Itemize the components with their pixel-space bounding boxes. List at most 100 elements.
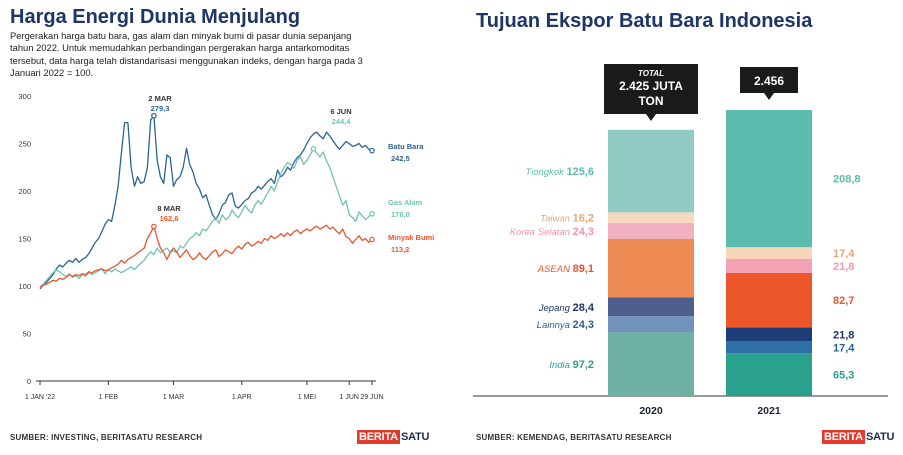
x-tick-label: 1 JAN '22 (25, 394, 55, 401)
annotation-value: 162,6 (160, 214, 179, 223)
annotation-value: 244,4 (332, 117, 352, 126)
segment-value-2021: 208,8 (833, 174, 861, 186)
logo-part-1: BERITA (822, 430, 865, 444)
x-tick-label: 1 APR (232, 394, 252, 401)
x-tick-label: 1 MAR (163, 394, 184, 401)
bar-segment-lainnya-2021 (726, 341, 812, 354)
segment-label-2020: Taiwan 16,2 (540, 213, 594, 225)
logo-part-2: SATU (865, 431, 895, 443)
segment-name: India (549, 360, 572, 371)
segment-value-2021: 17,4 (833, 342, 855, 354)
segment-value: 28,4 (573, 302, 595, 314)
bar-segment-jepang-2021 (726, 327, 812, 342)
y-tick-label: 100 (18, 282, 31, 291)
series-end-value: 242,5 (391, 154, 410, 163)
segment-label-2020: Tiongkok 125,6 (525, 166, 594, 178)
annotation-date: 2 MAR (148, 94, 172, 103)
series-name-label: Minyak Bumi (388, 233, 434, 242)
y-tick-label: 200 (18, 187, 31, 196)
beritasatu-logo-left: BERITA SATU (357, 430, 429, 444)
bar-segment-korea-selatan-2020 (608, 223, 694, 239)
series-end-point (369, 236, 375, 243)
left-chart-title: Harga Energi Dunia Menjulang (10, 6, 301, 28)
x-tick-label: 29 JUN (360, 394, 383, 401)
segment-value: 89,1 (573, 263, 594, 275)
y-tick-label: 250 (18, 140, 31, 149)
annotation-date: 8 MAR (157, 204, 181, 213)
segment-value-2021: 82,7 (833, 295, 854, 307)
segment-label-2020: Lainnya 24,3 (537, 319, 594, 331)
bar-segment-taiwan-2020 (608, 212, 694, 223)
total-box-pointer (646, 114, 656, 121)
bar-segment-asean-2021 (726, 273, 812, 328)
bar-segment-jepang-2020 (608, 297, 694, 317)
left-source: SUMBER: INVESTING, BERITASATU RESEARCH (10, 433, 203, 442)
segment-value-2021: 65,3 (833, 370, 854, 382)
bar-segment-tiongkok-2021 (726, 110, 812, 248)
segment-value-2021: 21,8 (833, 261, 854, 273)
y-tick-label: 0 (27, 377, 31, 386)
y-tick-label: 150 (18, 235, 31, 244)
total-value-2020: 2.425 JUTA (619, 79, 683, 93)
bar-segment-india-2020 (608, 332, 694, 396)
annotation-point (310, 146, 317, 152)
right-source: SUMBER: KEMENDAG, BERITASATU RESEARCH (476, 433, 672, 442)
total-value-2021: 2.456 (754, 74, 784, 88)
series-name-label: Batu Bara (388, 142, 424, 151)
series-end-point (369, 147, 375, 154)
total-box-pointer (764, 93, 774, 100)
total-label: TOTAL (638, 69, 664, 78)
y-tick-label: 50 (23, 330, 31, 339)
segment-name: Jepang (538, 303, 573, 314)
logo-part-1: BERITA (357, 430, 400, 444)
category-label: 2020 (639, 405, 663, 417)
segment-label-2020: Jepang 28,4 (538, 302, 595, 314)
series-line-minyak-bumi (39, 224, 373, 288)
segment-name: Lainnya (537, 320, 573, 331)
series-line-gas-alam (39, 148, 373, 289)
segment-name: Korea Selatan (510, 227, 573, 238)
line-chart: 0 50 100 150 200 250 300 1 JAN '22 1 FEB 1 MAR 1 A… (18, 92, 434, 401)
category-label: 2021 (757, 405, 781, 417)
series-line-batu-bara (39, 115, 373, 290)
bar-segment-india-2021 (726, 353, 812, 396)
left-chart-description: Pergerakan harga batu bara, gas alam dan… (10, 30, 363, 79)
annotation-point (151, 223, 157, 230)
segment-value: 97,2 (573, 359, 594, 371)
segment-value-2021: 21,8 (833, 329, 854, 341)
logo-part-2: SATU (400, 431, 430, 443)
total-unit: TON (638, 94, 663, 108)
beritasatu-logo-right: BERITA SATU (822, 430, 894, 444)
segment-label-2020: India 97,2 (549, 359, 594, 371)
total-box-2021 (740, 67, 798, 93)
series-name-label: Gas Alam (388, 198, 423, 207)
segment-value: 16,2 (573, 213, 594, 225)
bar-segment-lainnya-2020 (608, 316, 694, 333)
segment-value: 24,3 (573, 319, 594, 331)
series-end-point (369, 211, 375, 217)
series-end-value: 113,2 (391, 245, 409, 254)
annotation-value: 279,3 (151, 104, 170, 113)
x-tick-label: 1 FEB (99, 394, 119, 401)
segment-value: 125,6 (566, 166, 594, 178)
bar-segment-asean-2020 (608, 238, 694, 298)
segment-label-2020: ASEAN 89,1 (537, 263, 594, 275)
y-tick-label: 300 (18, 92, 31, 101)
segment-name: Tiongkok (525, 167, 566, 178)
segment-value-2021: 17,4 (833, 248, 855, 260)
total-box-2020 (604, 64, 698, 114)
bar-segment-taiwan-2021 (726, 247, 812, 259)
segment-name: Taiwan (540, 214, 572, 225)
bar-segment-tiongkok-2020 (608, 129, 694, 213)
series-end-value: 176,0 (391, 210, 410, 219)
x-tick-label: 1 MEI (298, 394, 316, 401)
segment-value: 24,3 (573, 226, 594, 238)
bar-segment-korea-selatan-2021 (726, 258, 812, 273)
annotation-date: 6 JUN (330, 107, 351, 116)
right-chart-title: Tujuan Ekspor Batu Bara Indonesia (476, 10, 813, 32)
segment-name: ASEAN (537, 264, 573, 275)
segment-label-2020: Korea Selatan 24,3 (510, 226, 594, 238)
x-tick-label: 1 JUN (339, 394, 358, 401)
annotation-point (151, 112, 157, 119)
